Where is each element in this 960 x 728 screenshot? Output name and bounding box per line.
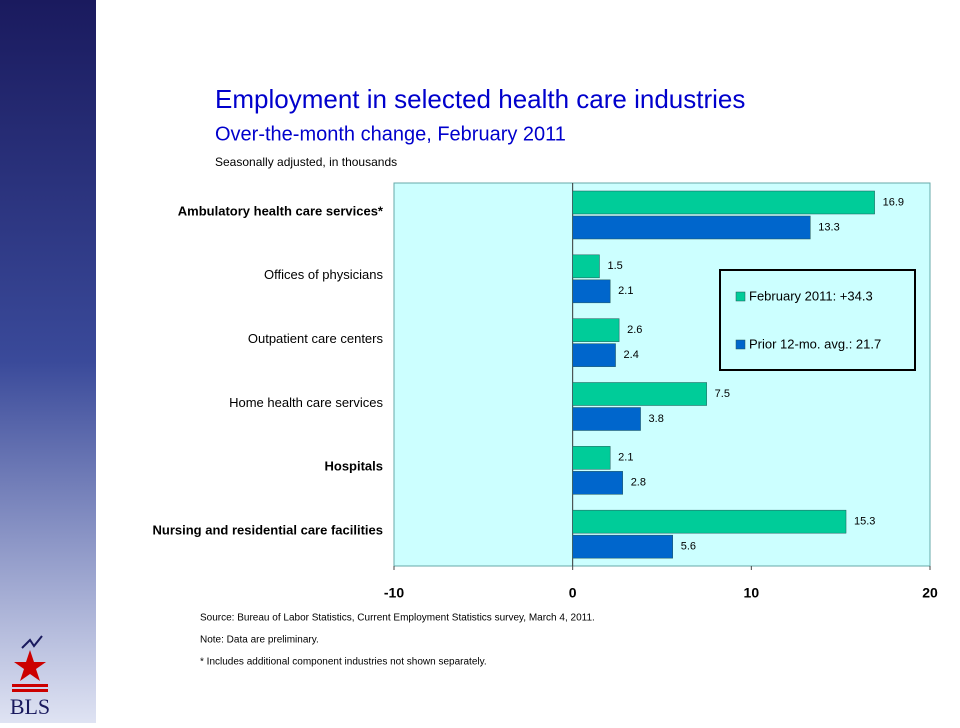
bar <box>572 382 707 406</box>
value-label: 2.1 <box>618 285 633 297</box>
value-label: 7.5 <box>715 388 730 400</box>
y-tick-label: Home health care services <box>229 395 383 410</box>
bar <box>572 190 875 215</box>
legend-box <box>719 269 916 371</box>
value-label: 13.3 <box>818 221 839 233</box>
legend-swatch <box>735 339 746 350</box>
bar <box>572 215 811 240</box>
side-band <box>0 0 96 723</box>
bar <box>572 471 623 495</box>
logo-text: BLS <box>10 694 50 719</box>
logo: BLS <box>10 635 50 719</box>
bar <box>572 446 611 470</box>
bar <box>572 509 847 534</box>
value-label: 3.8 <box>649 413 664 425</box>
y-tick-label: Ambulatory health care services* <box>178 203 384 218</box>
unit-note: Seasonally adjusted, in thousands <box>215 155 397 169</box>
legend-label: February 2011: +34.3 <box>749 288 873 303</box>
chart-subtitle: Over-the-month change, February 2011 <box>215 123 566 145</box>
y-tick-label: Outpatient care centers <box>248 331 384 346</box>
x-tick-label: 0 <box>569 585 577 601</box>
bar <box>572 407 641 431</box>
value-label: 16.9 <box>883 196 904 208</box>
value-label: 2.1 <box>618 452 633 464</box>
y-tick-label: Hospitals <box>324 459 383 474</box>
legend-swatch <box>735 291 746 302</box>
x-tick-label: 20 <box>922 585 938 601</box>
note: Source: Bureau of Labor Statistics, Curr… <box>200 613 595 624</box>
bar <box>572 279 611 304</box>
x-tick-label: 10 <box>744 585 760 601</box>
bar <box>572 318 620 342</box>
value-label: 2.6 <box>627 324 642 336</box>
chart-title: Employment in selected health care indus… <box>215 84 745 114</box>
value-label: 2.8 <box>631 477 646 489</box>
y-tick-label: Offices of physicians <box>264 267 383 282</box>
note: * Includes additional component industri… <box>200 657 487 668</box>
bar <box>572 534 673 559</box>
note: Note: Data are preliminary. <box>200 635 319 646</box>
value-label: 2.4 <box>624 349 639 361</box>
plot-area <box>393 182 931 567</box>
value-label: 15.3 <box>854 516 875 528</box>
bar <box>572 254 600 279</box>
value-label: 5.6 <box>681 541 696 553</box>
x-tick-label: -10 <box>384 585 404 601</box>
value-label: 1.5 <box>607 260 622 272</box>
y-tick-label: Nursing and residential care facilities <box>153 523 383 538</box>
bar <box>572 343 616 367</box>
legend-label: Prior 12-mo. avg.: 21.7 <box>749 336 881 351</box>
